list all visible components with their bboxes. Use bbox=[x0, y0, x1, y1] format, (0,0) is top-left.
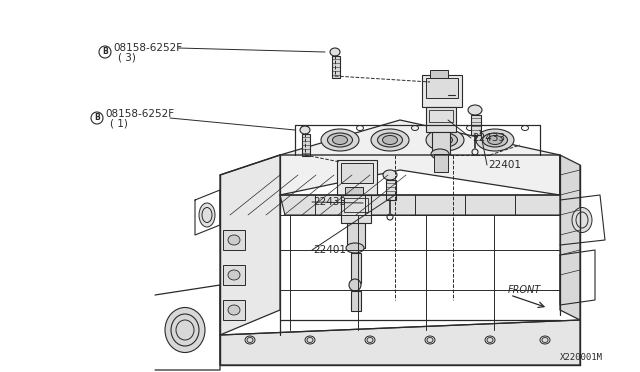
Bar bbox=[386, 180, 396, 200]
Bar bbox=[351, 253, 361, 283]
Bar bbox=[426, 78, 458, 98]
Text: ( 3): ( 3) bbox=[118, 53, 136, 63]
Ellipse shape bbox=[165, 308, 205, 353]
Bar bbox=[341, 195, 371, 223]
Ellipse shape bbox=[476, 129, 514, 151]
Ellipse shape bbox=[199, 203, 215, 227]
Text: ( 1): ( 1) bbox=[110, 119, 128, 129]
Bar bbox=[223, 265, 245, 285]
Ellipse shape bbox=[228, 270, 240, 280]
Ellipse shape bbox=[349, 279, 361, 291]
Text: X220001M: X220001M bbox=[560, 353, 603, 362]
Ellipse shape bbox=[485, 336, 495, 344]
Bar bbox=[302, 134, 310, 156]
Ellipse shape bbox=[572, 208, 592, 232]
Bar bbox=[347, 223, 365, 248]
Text: 22433: 22433 bbox=[313, 197, 346, 207]
Bar bbox=[426, 107, 456, 132]
Ellipse shape bbox=[488, 135, 502, 144]
Text: 08158-6252F: 08158-6252F bbox=[105, 109, 174, 119]
Circle shape bbox=[91, 112, 103, 124]
Bar bbox=[422, 75, 462, 107]
Bar bbox=[223, 230, 245, 250]
Ellipse shape bbox=[438, 135, 452, 144]
Text: 22433: 22433 bbox=[472, 133, 505, 143]
Bar bbox=[341, 163, 373, 183]
Ellipse shape bbox=[245, 336, 255, 344]
Ellipse shape bbox=[228, 305, 240, 315]
Ellipse shape bbox=[378, 133, 403, 147]
Bar bbox=[429, 110, 453, 122]
Ellipse shape bbox=[333, 135, 348, 144]
Ellipse shape bbox=[228, 235, 240, 245]
Ellipse shape bbox=[431, 149, 449, 159]
Bar bbox=[332, 56, 340, 78]
Ellipse shape bbox=[540, 336, 550, 344]
Ellipse shape bbox=[321, 129, 359, 151]
Bar bbox=[434, 154, 448, 172]
Bar bbox=[223, 300, 245, 320]
Text: B: B bbox=[94, 113, 100, 122]
Bar bbox=[430, 70, 448, 78]
Text: B: B bbox=[102, 48, 108, 57]
Ellipse shape bbox=[300, 126, 310, 134]
Ellipse shape bbox=[483, 133, 508, 147]
Bar bbox=[351, 291, 361, 311]
Ellipse shape bbox=[425, 336, 435, 344]
Ellipse shape bbox=[346, 243, 364, 253]
Text: 08158-6252F: 08158-6252F bbox=[113, 43, 182, 53]
Ellipse shape bbox=[383, 135, 397, 144]
Bar bbox=[337, 160, 377, 195]
Ellipse shape bbox=[433, 133, 458, 147]
Bar bbox=[432, 132, 450, 154]
Polygon shape bbox=[280, 120, 560, 195]
Ellipse shape bbox=[330, 48, 340, 56]
Bar bbox=[345, 187, 363, 195]
Polygon shape bbox=[560, 155, 580, 320]
Ellipse shape bbox=[365, 336, 375, 344]
Ellipse shape bbox=[305, 336, 315, 344]
Polygon shape bbox=[220, 320, 580, 365]
Text: 22401: 22401 bbox=[313, 245, 346, 255]
Text: 22401: 22401 bbox=[488, 160, 521, 170]
Ellipse shape bbox=[371, 129, 409, 151]
Ellipse shape bbox=[328, 133, 353, 147]
Text: FRONT: FRONT bbox=[508, 285, 541, 295]
Ellipse shape bbox=[383, 170, 397, 180]
Bar bbox=[344, 198, 368, 212]
Ellipse shape bbox=[426, 129, 464, 151]
Ellipse shape bbox=[468, 105, 482, 115]
Polygon shape bbox=[280, 195, 570, 215]
Bar bbox=[471, 115, 481, 135]
Polygon shape bbox=[220, 155, 280, 335]
Circle shape bbox=[99, 46, 111, 58]
